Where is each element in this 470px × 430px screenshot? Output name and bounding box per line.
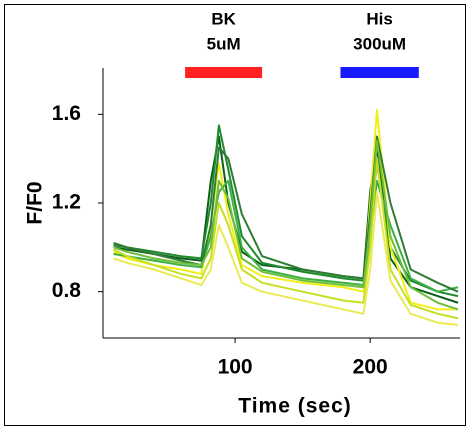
trace [113,179,459,293]
frame [4,4,466,426]
stimulus-bar [185,67,263,78]
y-tick-label: 1.6 [52,102,81,125]
y-axis-label: F/F0 [24,181,47,224]
trace [113,135,459,293]
y-tick-label: 0.8 [52,279,82,302]
trace [113,190,459,326]
y-tick-label: 1.2 [52,191,81,214]
stimulus-dose: 5uM [207,34,241,53]
x-axis-label: Time (sec) [238,395,352,418]
stimulus-label: BK [211,9,236,28]
stimulus-dose: 300uM [353,34,406,53]
trace [113,157,459,320]
x-tick-label: 200 [353,356,388,379]
trace [113,124,459,298]
trace [113,108,458,311]
x-tick-label: 100 [218,356,253,379]
stimulus-bar [340,67,419,78]
trace [113,139,459,311]
stimulus-label: His [366,9,392,28]
trace [113,135,459,304]
